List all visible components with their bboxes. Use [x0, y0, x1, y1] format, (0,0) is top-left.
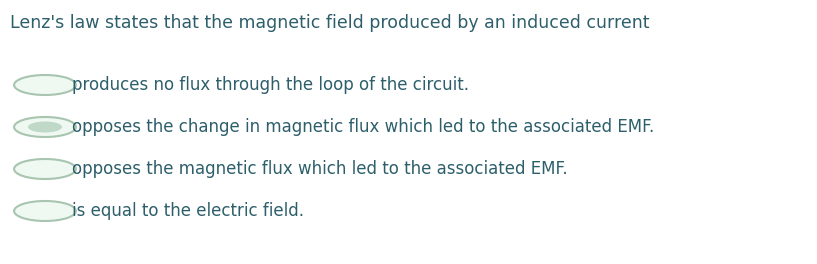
Ellipse shape	[14, 117, 76, 137]
Text: Lenz's law states that the magnetic field produced by an induced current: Lenz's law states that the magnetic fiel…	[10, 14, 650, 32]
Ellipse shape	[14, 159, 76, 179]
Ellipse shape	[14, 75, 76, 95]
Text: opposes the change in magnetic flux which led to the associated EMF.: opposes the change in magnetic flux whic…	[72, 118, 654, 136]
Text: is equal to the electric field.: is equal to the electric field.	[72, 202, 304, 220]
Ellipse shape	[28, 121, 62, 133]
Text: opposes the magnetic flux which led to the associated EMF.: opposes the magnetic flux which led to t…	[72, 160, 568, 178]
Text: produces no flux through the loop of the circuit.: produces no flux through the loop of the…	[72, 76, 469, 94]
Ellipse shape	[14, 201, 76, 221]
